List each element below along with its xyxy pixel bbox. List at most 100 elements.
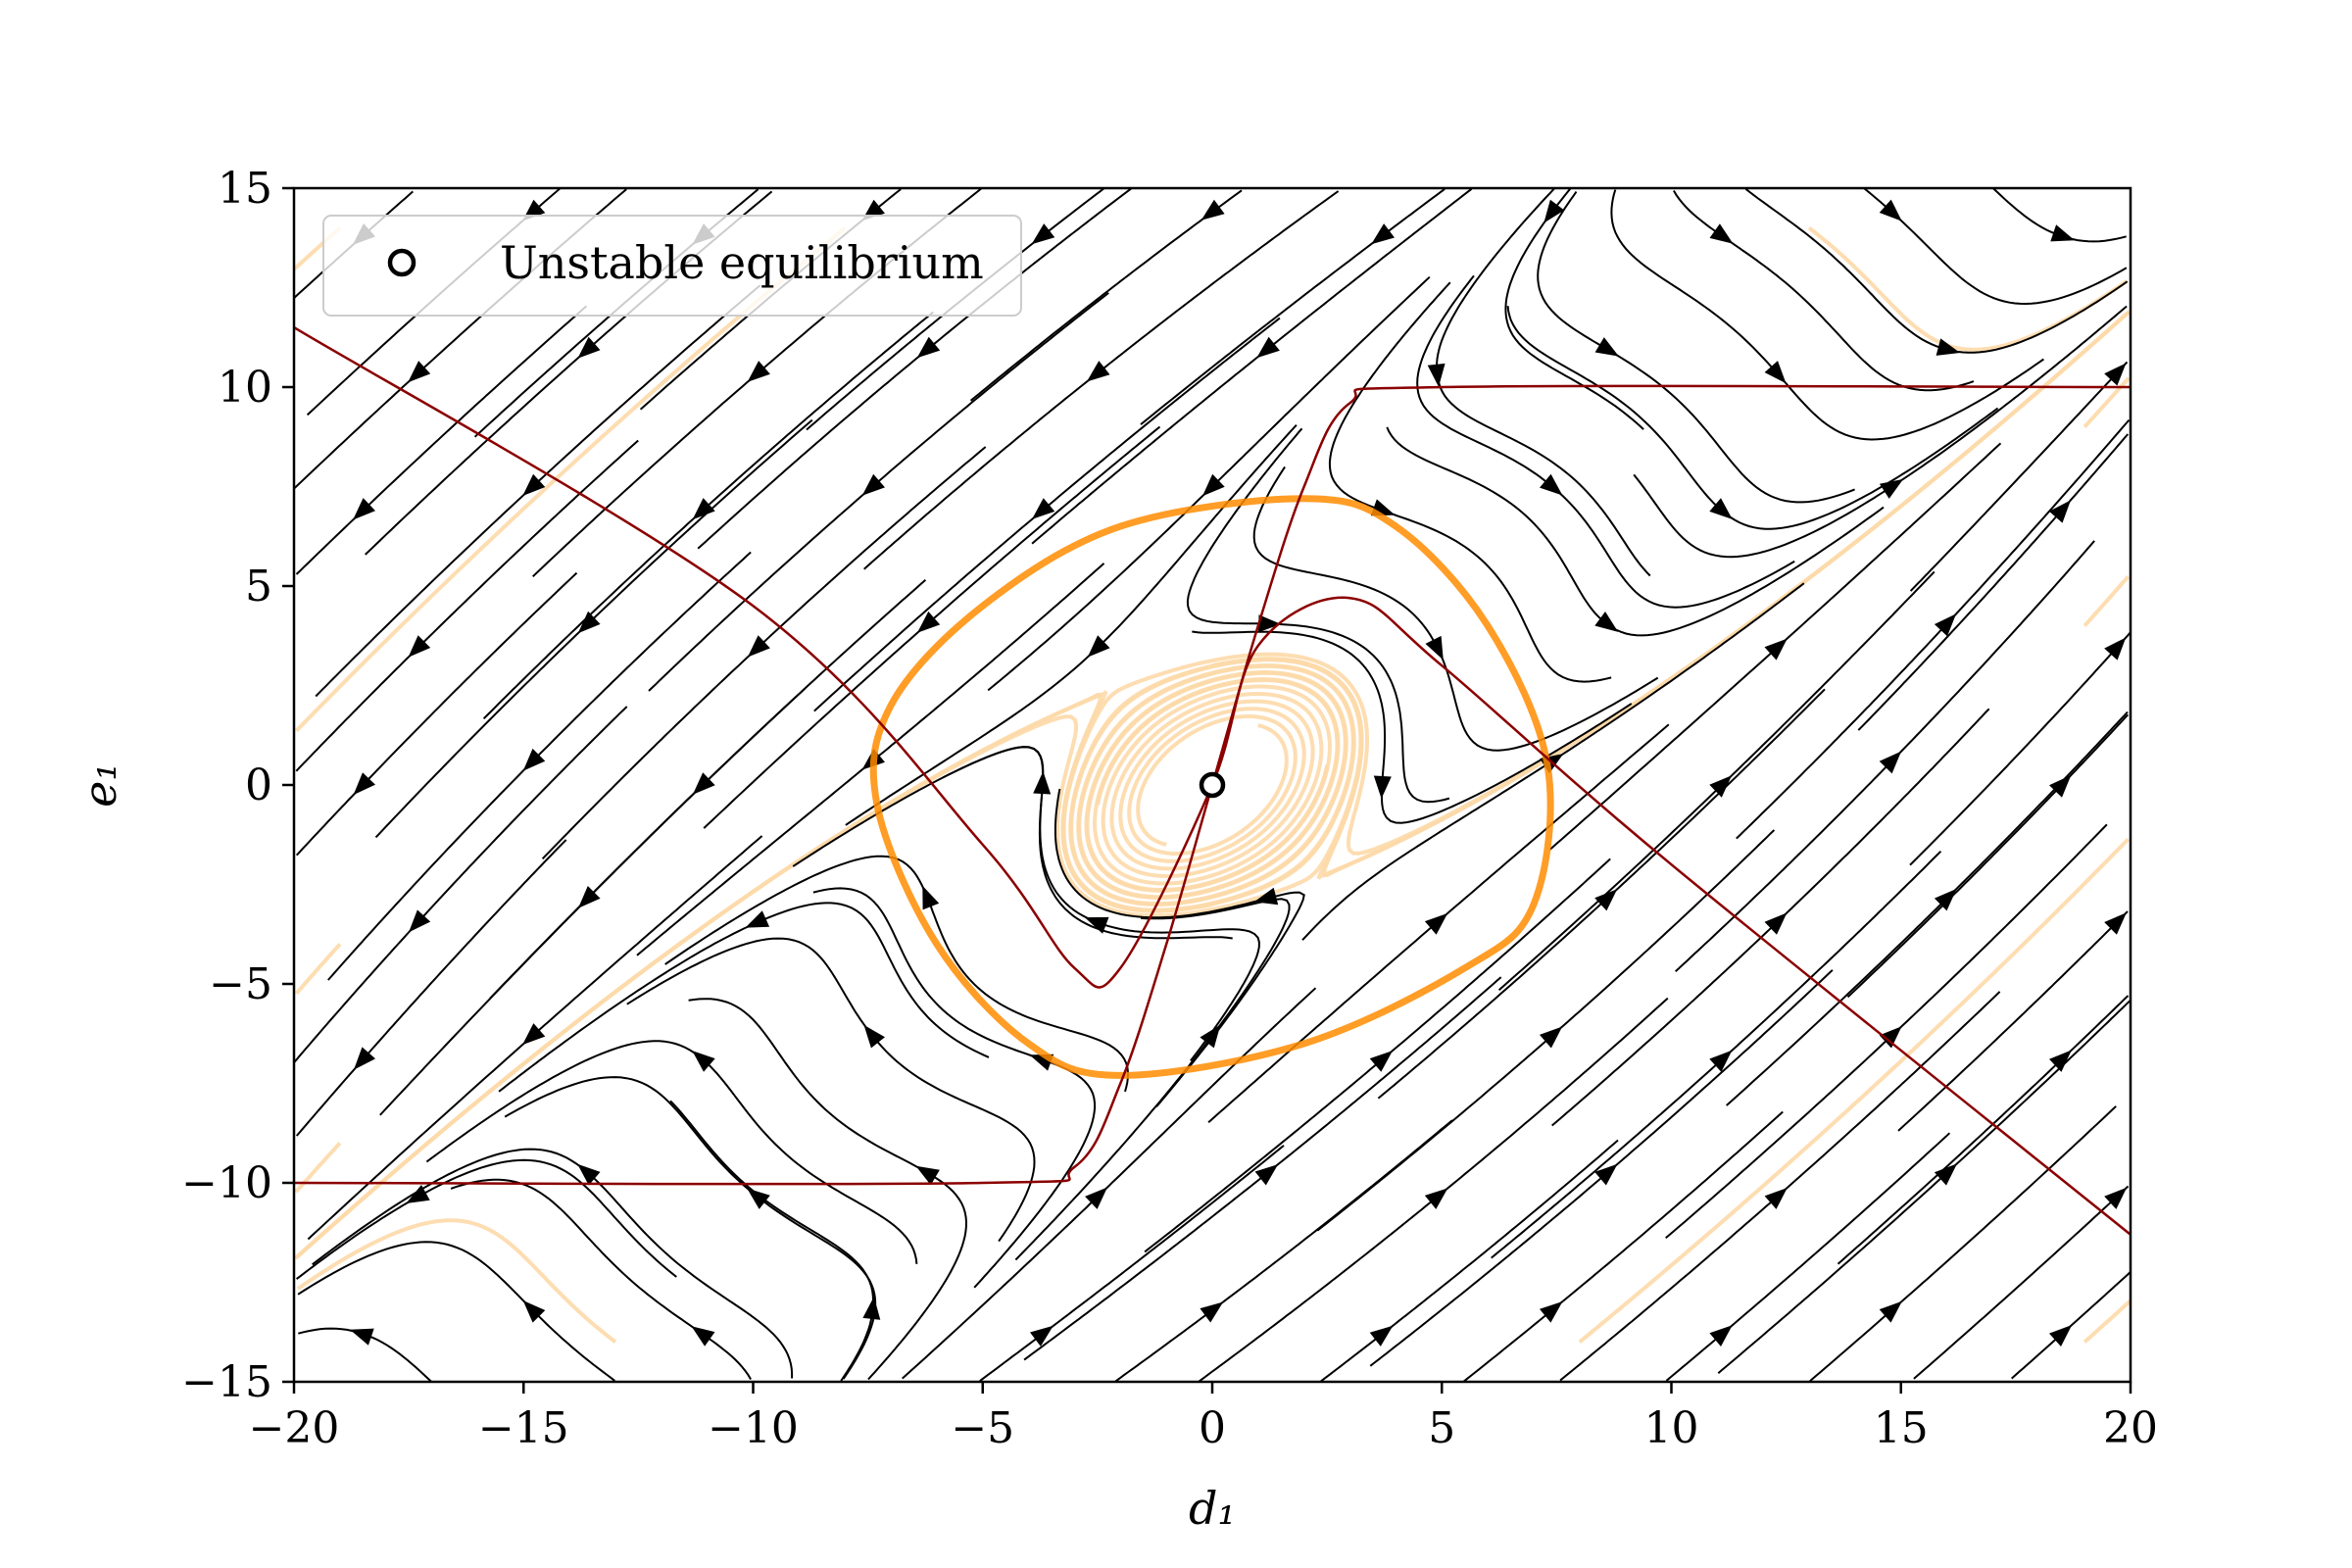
streamline-arrow xyxy=(1879,751,1902,774)
streamline xyxy=(1913,1185,2130,1380)
streamline-arrow xyxy=(1594,337,1619,357)
streamline xyxy=(294,706,628,1063)
streamline-arrow xyxy=(354,1047,375,1070)
streamline xyxy=(295,439,639,772)
streamline-arrow xyxy=(1934,1163,1957,1186)
streamline xyxy=(648,292,1109,692)
streamline xyxy=(1436,188,1651,577)
streamline xyxy=(1328,281,1612,683)
streamline-arrow xyxy=(1764,1188,1788,1209)
streamline-arrow xyxy=(522,1023,546,1046)
streamline-arrow xyxy=(1540,473,1563,496)
streamline xyxy=(2011,1271,2131,1380)
streamline-arrow xyxy=(2049,1050,2072,1072)
streamline-arrow xyxy=(1709,1325,1733,1347)
x-tick-label: 10 xyxy=(1644,1403,1699,1453)
streamline-arrow xyxy=(745,910,770,928)
streamline-arrow xyxy=(2049,774,2072,798)
streamline-arrow xyxy=(409,909,431,933)
orbit-curve xyxy=(1061,310,2131,912)
streamline-arrow xyxy=(1253,887,1279,906)
streamline-arrow xyxy=(1086,361,1110,382)
streamline-arrow xyxy=(916,336,941,359)
legend-equilibrium-marker xyxy=(387,248,416,277)
streamline-arrow xyxy=(1200,1301,1224,1323)
y-tick-label: 10 xyxy=(218,363,272,413)
streamline-arrow xyxy=(2104,1187,2128,1209)
streamline-arrow xyxy=(1540,1301,1563,1323)
streamline-arrow xyxy=(1934,888,1957,911)
streamline-arrow xyxy=(917,611,941,633)
streamline xyxy=(1673,189,1975,392)
streamline xyxy=(504,1076,877,1380)
streamline xyxy=(1846,713,2130,999)
streamline-arrow xyxy=(692,1051,715,1072)
streamline-arrow xyxy=(692,498,715,520)
streamline-arrow xyxy=(1200,199,1225,220)
streamline xyxy=(298,1327,432,1382)
streamline-arrow xyxy=(2049,1325,2073,1347)
streamline xyxy=(1726,710,2129,1106)
streamline-arrow xyxy=(2050,224,2075,242)
streamline-arrow xyxy=(1879,478,1904,499)
y-tick-label: −5 xyxy=(209,959,272,1009)
equilibrium-layer xyxy=(1199,771,1226,799)
streamline xyxy=(1491,850,1942,1259)
arrow-layer xyxy=(350,199,2128,1347)
plot-area xyxy=(294,188,2131,1382)
streamline-arrow xyxy=(578,886,601,908)
streamline xyxy=(482,311,934,720)
streamline-arrow xyxy=(522,748,546,771)
orbit-curve xyxy=(294,658,1363,1260)
streamline xyxy=(1140,188,1446,425)
streamline-arrow xyxy=(408,361,431,383)
x-tick-label: −5 xyxy=(951,1403,1014,1453)
y-axis-label: e₁ xyxy=(74,762,126,808)
streamline xyxy=(1316,829,1776,1232)
streamline-arrow xyxy=(353,772,375,796)
streamline-arrow xyxy=(747,361,770,382)
streamline xyxy=(1897,910,2129,1132)
streamline-arrow xyxy=(522,473,546,496)
streamline-arrow xyxy=(1033,771,1052,795)
orbit-curve xyxy=(1068,311,2131,907)
streamline-arrow xyxy=(2104,637,2127,661)
x-tick-label: −15 xyxy=(478,1403,569,1453)
orbit-curve xyxy=(294,1142,342,1194)
streamline-arrow xyxy=(1709,775,1733,798)
streamline-arrow xyxy=(1764,912,1788,935)
streamline xyxy=(295,305,588,575)
streamline xyxy=(498,902,990,1093)
streamline xyxy=(295,1158,677,1280)
streamline-arrow xyxy=(747,635,770,658)
orbit-curve xyxy=(2082,1298,2131,1344)
streamline-arrow xyxy=(1764,638,1788,661)
streamline-arrow xyxy=(1032,498,1055,519)
streamline xyxy=(669,1100,875,1382)
unstable-equilibrium-point xyxy=(1199,771,1226,799)
streamline xyxy=(1665,1132,1951,1382)
streamline-arrow xyxy=(692,772,715,795)
streamline-arrow xyxy=(1764,361,1787,384)
y-tick-label: −10 xyxy=(181,1158,272,1208)
streamline xyxy=(1144,858,1611,1253)
legend-box xyxy=(322,215,1022,317)
streamline-arrow xyxy=(1031,223,1055,245)
streamline-arrow xyxy=(1424,1188,1448,1209)
streamline xyxy=(845,424,1298,826)
streamline xyxy=(902,987,1317,1380)
y-axis-ticks: −15 −10 −5 0 5 10 15 xyxy=(181,164,294,1407)
streamline-arrow xyxy=(2104,912,2127,935)
streamline xyxy=(297,1241,615,1382)
streamline-arrow xyxy=(691,1326,715,1347)
streamline xyxy=(327,551,752,981)
streamline xyxy=(1909,631,2131,866)
limit-cycle xyxy=(869,495,1554,1079)
streamline xyxy=(1809,1105,2117,1382)
streamline-arrow xyxy=(1369,1325,1394,1347)
orbit-curve xyxy=(296,1218,617,1344)
streamline-arrow xyxy=(2049,500,2071,523)
streamline-arrow xyxy=(1936,338,1961,356)
streamline-arrow xyxy=(1934,613,1957,637)
